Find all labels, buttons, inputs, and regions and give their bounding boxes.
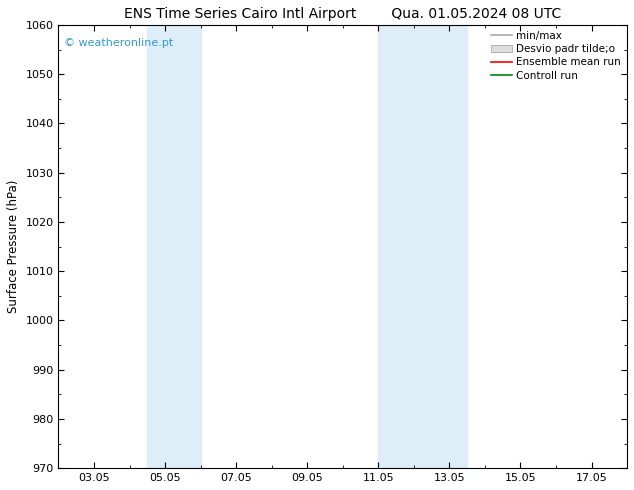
Legend: min/max, Desvio padr tilde;o, Ensemble mean run, Controll run: min/max, Desvio padr tilde;o, Ensemble m…: [487, 27, 625, 85]
Text: © weatheronline.pt: © weatheronline.pt: [64, 38, 174, 48]
Title: ENS Time Series Cairo Intl Airport        Qua. 01.05.2024 08 UTC: ENS Time Series Cairo Intl Airport Qua. …: [124, 7, 561, 21]
Y-axis label: Surface Pressure (hPa): Surface Pressure (hPa): [7, 180, 20, 313]
Bar: [378, 25, 467, 468]
Bar: [147, 25, 200, 468]
